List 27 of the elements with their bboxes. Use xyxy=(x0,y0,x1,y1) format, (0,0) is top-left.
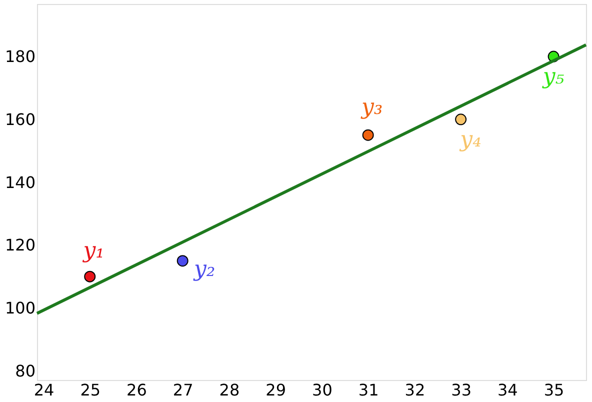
series-label: y₄ xyxy=(459,127,482,152)
x-tick-label: 32 xyxy=(404,380,426,400)
x-tick-label: 30 xyxy=(312,380,332,400)
series-label: y₃ xyxy=(360,95,383,120)
x-tick-label: 34 xyxy=(497,380,518,400)
point xyxy=(455,114,467,126)
series-label: y₂ xyxy=(192,256,216,282)
point xyxy=(84,270,96,282)
series-label: y₅ xyxy=(542,64,564,90)
y-tick-label: 80 xyxy=(15,361,36,380)
x-tick-label: 29 xyxy=(266,380,286,400)
point xyxy=(362,129,374,141)
y-tick-label: 100 xyxy=(4,298,36,318)
x-tick-label: 24 xyxy=(34,380,54,400)
x-tick-label: 28 xyxy=(219,380,240,400)
y-tick-label: 120 xyxy=(4,236,36,255)
x-tick-label: 25 xyxy=(80,380,101,400)
series-label: y₁ xyxy=(82,238,104,264)
x-tick-label: 35 xyxy=(544,380,564,400)
x-tick-label: 31 xyxy=(358,380,379,400)
y-tick-label: 140 xyxy=(4,172,36,192)
y-tick-label: 180 xyxy=(4,47,36,66)
x-tick-label: 27 xyxy=(172,380,194,400)
y-tick-label: 160 xyxy=(4,110,36,129)
x-tick-label: 33 xyxy=(451,380,472,400)
x-tick-label: 26 xyxy=(126,380,147,400)
point xyxy=(176,255,188,267)
